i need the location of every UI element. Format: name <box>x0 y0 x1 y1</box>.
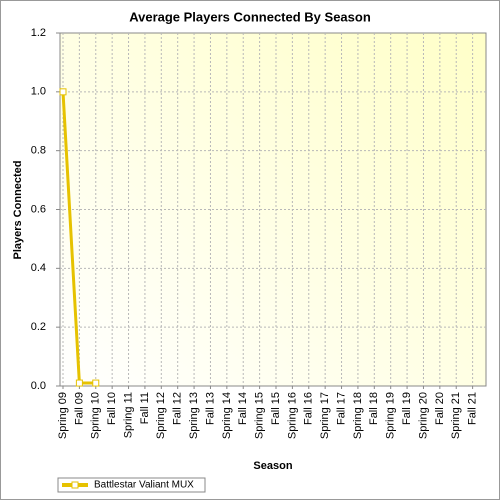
x-tick-label: Spring 20 <box>417 392 429 439</box>
x-tick-label: Spring 21 <box>450 392 462 439</box>
x-tick-label: Spring 09 <box>57 392 69 439</box>
point <box>92 379 100 387</box>
y-tick-label: 0.4 <box>31 262 46 274</box>
x-tick-label: Spring 10 <box>90 392 102 439</box>
x-tick-label: Fall 19 <box>401 392 413 425</box>
y-tick-label: 0.6 <box>31 203 46 215</box>
x-tick-label: Spring 19 <box>385 392 397 439</box>
point <box>75 379 83 387</box>
chart-title: Average Players Connected By Season <box>129 9 371 24</box>
x-tick-label: Spring 11 <box>122 392 134 438</box>
legend-label: Battlestar Valiant MUX <box>94 480 194 491</box>
legend-marker <box>71 481 79 489</box>
y-tick-label: 1.0 <box>31 86 46 98</box>
x-tick-label: Fall 10 <box>106 392 118 425</box>
x-tick-label: Fall 09 <box>73 392 85 425</box>
x-tick-label: Spring 15 <box>254 392 266 439</box>
x-tick-label: Spring 12 <box>155 392 167 439</box>
x-tick-label: Fall 15 <box>270 392 282 425</box>
y-tick-label: 1.2 <box>31 27 46 39</box>
x-tick-label: Fall 18 <box>368 392 380 425</box>
y-tick-label: 0.8 <box>31 145 46 157</box>
x-tick-label: Fall 12 <box>172 392 184 425</box>
x-axis-label: Season <box>253 460 292 472</box>
x-tick-label: Spring 18 <box>352 392 364 439</box>
x-tick-label: Spring 16 <box>286 392 298 439</box>
x-tick-label: Fall 11 <box>139 392 151 424</box>
x-tick-label: Fall 21 <box>467 392 479 425</box>
x-tick-label: Spring 13 <box>188 392 200 439</box>
x-tick-label: Fall 14 <box>237 392 249 425</box>
x-tick-label: Spring 14 <box>221 392 233 439</box>
y-tick-label: 0.0 <box>31 380 46 392</box>
x-tick-label: Fall 20 <box>434 392 446 425</box>
point <box>59 88 67 96</box>
y-axis-label: Players Connected <box>12 160 24 259</box>
legend <box>57 477 206 493</box>
x-tick-label: Fall 17 <box>335 392 347 425</box>
x-tick-label: Fall 16 <box>303 392 315 425</box>
x-tick-label: Spring 17 <box>319 392 331 439</box>
y-tick-label: 0.2 <box>31 321 46 333</box>
x-tick-label: Fall 13 <box>204 392 216 425</box>
